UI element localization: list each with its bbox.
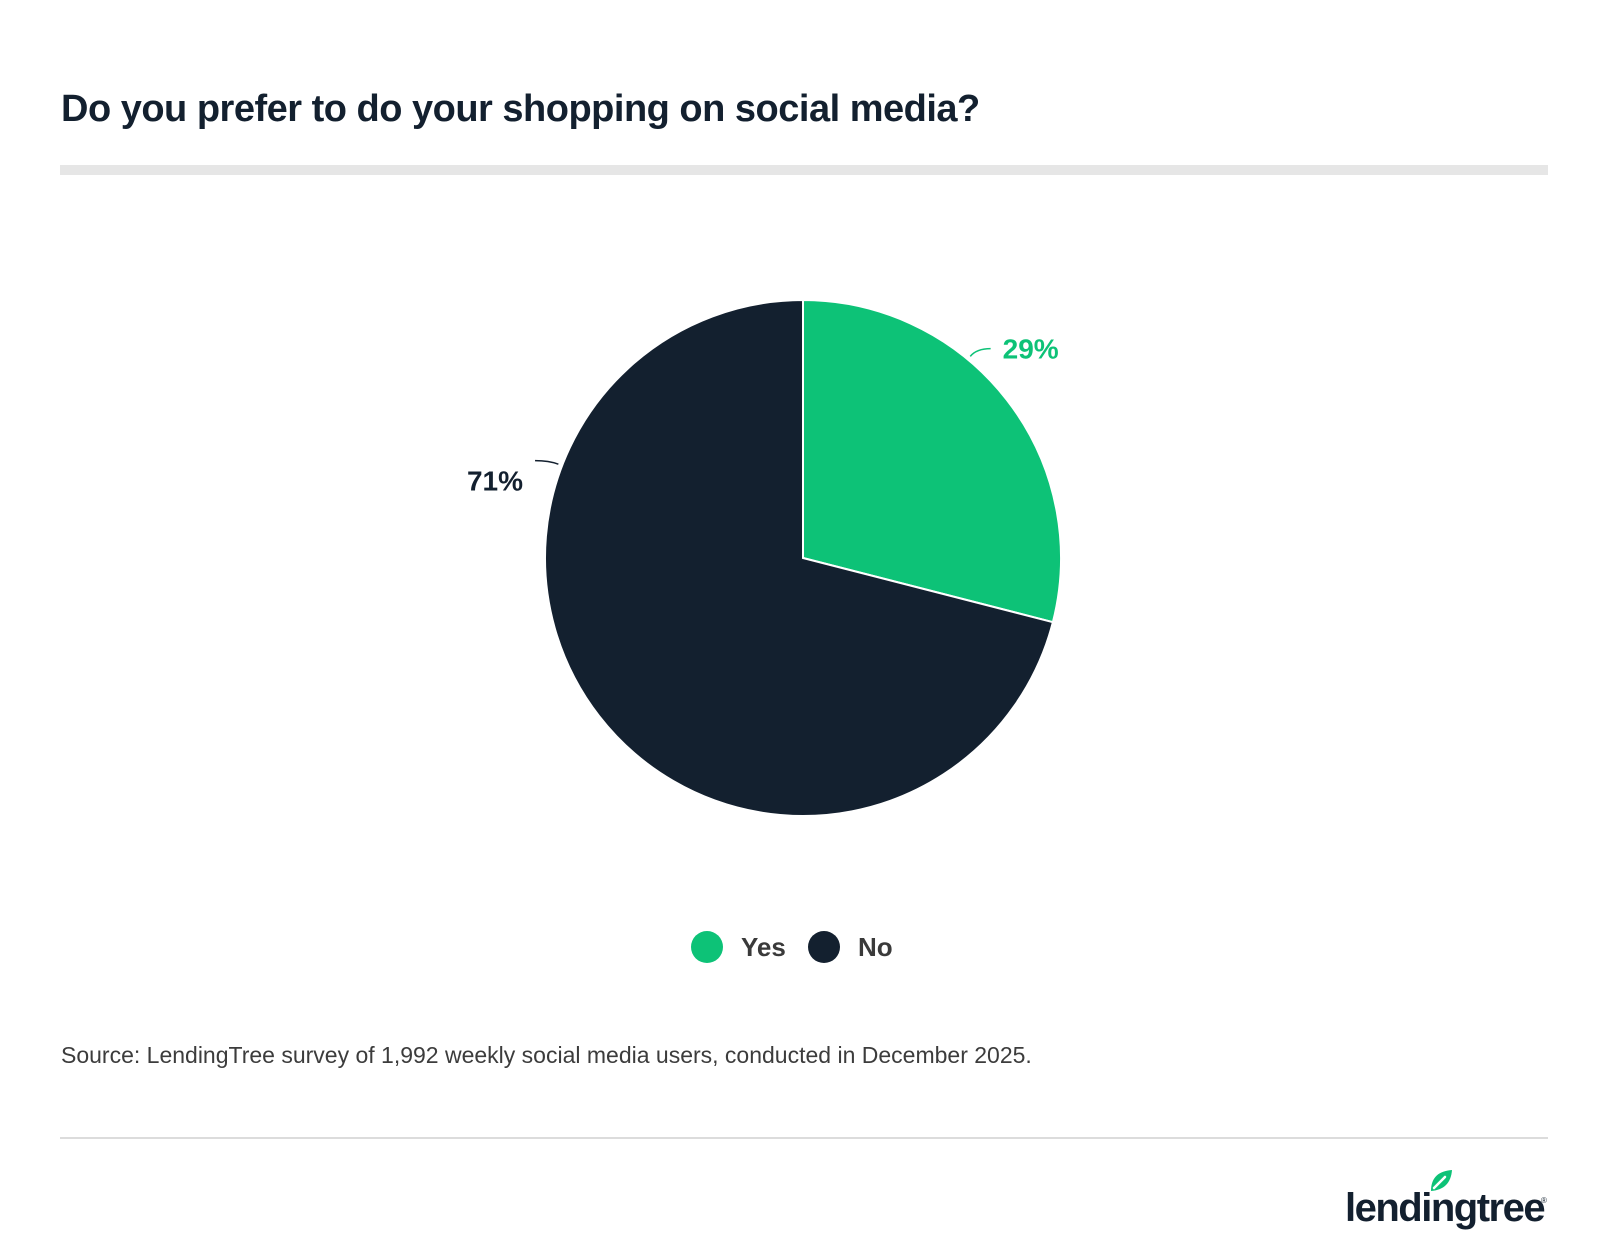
legend-label-no: No bbox=[858, 931, 893, 962]
chart-legend: Yes No bbox=[0, 930, 1600, 970]
pie-slice-yes bbox=[802, 298, 1062, 624]
legend-item-no: No bbox=[808, 930, 893, 964]
leader-line-no bbox=[535, 459, 559, 465]
data-label-no: 71% bbox=[467, 466, 523, 497]
logo-wordmark: lendingtree bbox=[1345, 1186, 1546, 1230]
chart-title: Do you prefer to do your shopping on soc… bbox=[61, 88, 980, 130]
title-divider bbox=[60, 165, 1548, 175]
leaf-icon bbox=[1431, 1170, 1452, 1191]
source-note: Source: LendingTree survey of 1,992 week… bbox=[61, 1042, 1032, 1068]
pie-slice-no bbox=[544, 298, 1055, 817]
data-label-yes: 29% bbox=[1003, 334, 1059, 365]
pie-chart: 29% 71% bbox=[467, 298, 1062, 817]
legend-swatch-no bbox=[808, 931, 840, 963]
leader-line-yes bbox=[969, 347, 991, 357]
footer-divider bbox=[60, 1137, 1548, 1139]
registered-mark: ® bbox=[1541, 1196, 1547, 1205]
legend-swatch-yes bbox=[691, 931, 723, 963]
legend-label-yes: Yes bbox=[741, 931, 786, 962]
lendingtree-logo: lendingtree ® bbox=[1345, 1168, 1555, 1238]
legend-item-yes: Yes bbox=[691, 930, 786, 964]
